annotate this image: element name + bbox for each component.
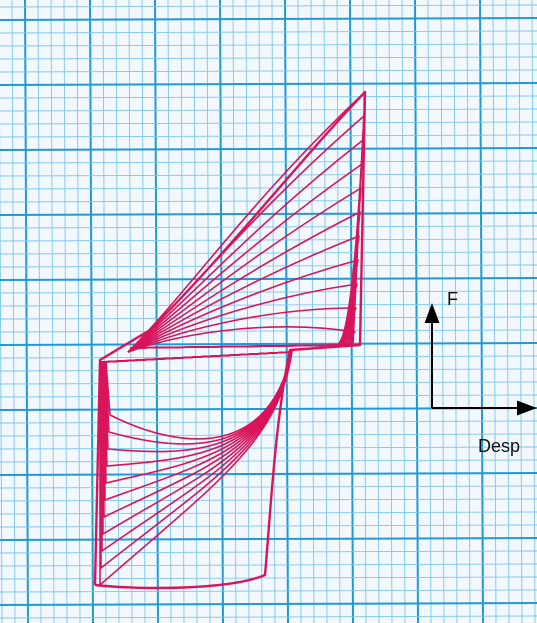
page: F Desp (() => { const data = JSON.parse(…: [0, 0, 537, 623]
displacement-label: Desp: [478, 436, 520, 456]
graph-paper-photo: F Desp: [0, 0, 537, 623]
force-label: F: [447, 289, 458, 309]
